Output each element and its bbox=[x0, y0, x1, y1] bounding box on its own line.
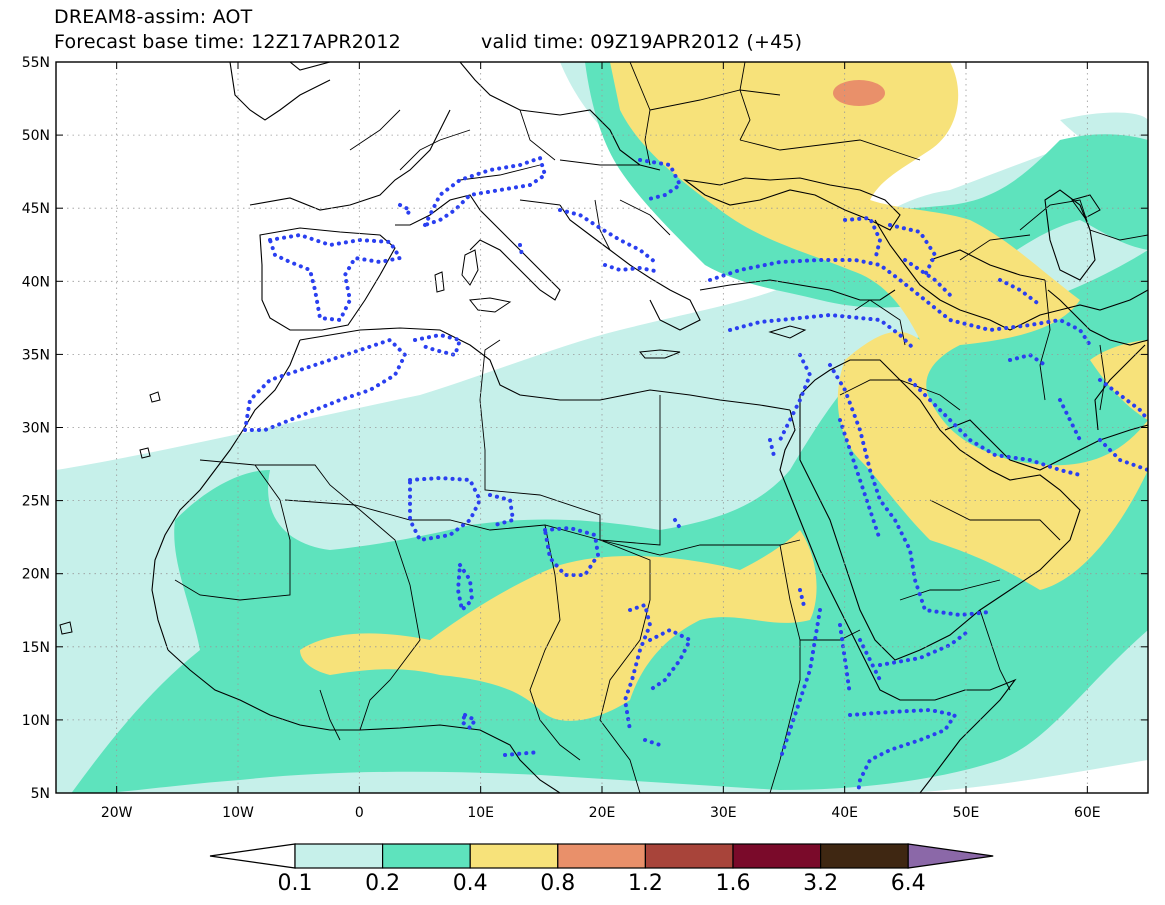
lat-tick-label: 35N bbox=[22, 347, 50, 363]
colorbar-swatch bbox=[469, 843, 559, 869]
colorbar-swatch bbox=[732, 843, 822, 869]
colorbar-swatch bbox=[294, 843, 384, 869]
lat-tick-label: 15N bbox=[22, 640, 50, 656]
lat-tick-label: 45N bbox=[22, 201, 50, 217]
gridlines bbox=[56, 62, 1148, 793]
forecast-times: Forecast base time: 12Z17APR2012 valid ti… bbox=[54, 31, 802, 53]
colorbar-level-label: 0.1 bbox=[278, 871, 313, 896]
lon-tick-label: 60E bbox=[1074, 805, 1101, 821]
colorbar: 0.1 0.2 0.4 0.8 1.2 1.6 3.2 6.4 bbox=[209, 843, 994, 896]
lat-tick-label: 25N bbox=[22, 494, 50, 510]
lon-tick-label: 10W bbox=[222, 805, 254, 821]
lon-tick-label: 20W bbox=[101, 805, 133, 821]
coastlines bbox=[151, 62, 1148, 793]
lat-tick-label: 5N bbox=[31, 786, 50, 802]
lat-tick-label: 30N bbox=[22, 421, 50, 437]
lon-tick-label: 10E bbox=[467, 805, 494, 821]
lon-tick-label: 30E bbox=[710, 805, 737, 821]
colorbar-swatch bbox=[557, 843, 646, 869]
colorbar-level-label: 0.2 bbox=[365, 871, 400, 896]
lat-tick-label: 50N bbox=[22, 128, 50, 144]
contours-dotted bbox=[242, 155, 1148, 793]
colorbar-underflow-arrow bbox=[209, 843, 296, 869]
colorbar-swatch bbox=[644, 843, 734, 869]
lon-tick-label: 0 bbox=[355, 805, 364, 821]
colorbar-level-label: 3.2 bbox=[803, 871, 838, 896]
lat-tick-label: 55N bbox=[22, 55, 50, 71]
aot-band-0-4 bbox=[300, 62, 1148, 721]
lat-tick-label: 20N bbox=[22, 567, 50, 583]
colorbar-level-label: 1.2 bbox=[628, 871, 663, 896]
islands bbox=[59, 194, 1101, 635]
colorbar-swatch bbox=[819, 843, 909, 869]
lat-tick-label: 40N bbox=[22, 274, 50, 290]
colorbar-swatch bbox=[382, 843, 471, 869]
lat-tick-label: 10N bbox=[22, 713, 50, 729]
lon-tick-label: 50E bbox=[953, 805, 980, 821]
colorbar-overflow-arrow bbox=[907, 843, 994, 869]
valid-time: valid time: 09Z19APR2012 (+45) bbox=[481, 31, 803, 53]
forecast-base-time: Forecast base time: 12Z17APR2012 bbox=[54, 31, 401, 53]
aot-band-0-8 bbox=[833, 80, 885, 106]
map-axes: 20W 10W 0 10E 20E 30E 40E 50E 60E 55N 50N 45N 40N 35N… bbox=[22, 55, 1148, 821]
colorbar-level-label: 0.8 bbox=[540, 871, 575, 896]
colorbar-level-label: 1.6 bbox=[716, 871, 751, 896]
country-borders bbox=[174, 62, 1148, 793]
lon-tick-label: 40E bbox=[831, 805, 858, 821]
colorbar-level-label: 6.4 bbox=[891, 871, 926, 896]
map-title: DREAM8-assim: AOT bbox=[54, 6, 253, 28]
lon-tick-label: 20E bbox=[589, 805, 616, 821]
colorbar-level-label: 0.4 bbox=[453, 871, 488, 896]
